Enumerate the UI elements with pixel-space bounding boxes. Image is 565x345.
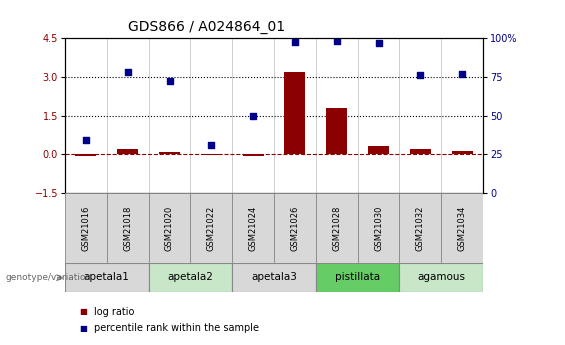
Bar <box>284 71 305 155</box>
Point <box>249 113 258 119</box>
Bar <box>65 193 107 264</box>
Bar <box>159 152 180 155</box>
Bar <box>316 193 358 264</box>
Text: apetala1: apetala1 <box>84 273 130 282</box>
Text: GSM21026: GSM21026 <box>290 206 299 251</box>
Text: GSM21016: GSM21016 <box>81 206 90 251</box>
Text: GSM21030: GSM21030 <box>374 206 383 251</box>
Bar <box>358 193 399 264</box>
Bar <box>274 193 316 264</box>
Point <box>458 71 467 77</box>
Bar <box>410 149 431 155</box>
Point <box>374 40 383 46</box>
Text: ■: ■ <box>79 324 87 333</box>
Bar <box>232 263 316 292</box>
Text: GSM21022: GSM21022 <box>207 206 216 251</box>
Bar <box>399 193 441 264</box>
Point <box>416 73 425 78</box>
Point <box>332 38 341 43</box>
Bar <box>190 193 232 264</box>
Point <box>290 39 299 45</box>
Bar <box>118 149 138 155</box>
Bar <box>76 155 96 156</box>
Text: pistillata: pistillata <box>335 273 380 282</box>
Text: genotype/variation: genotype/variation <box>6 273 92 282</box>
Bar <box>65 263 149 292</box>
Point <box>207 142 216 148</box>
Bar <box>441 193 483 264</box>
Text: ■: ■ <box>79 307 87 316</box>
Text: apetala3: apetala3 <box>251 273 297 282</box>
Text: log ratio: log ratio <box>94 307 134 316</box>
Text: agamous: agamous <box>418 273 465 282</box>
Text: apetala2: apetala2 <box>167 273 214 282</box>
Bar <box>232 193 274 264</box>
Bar <box>149 193 190 264</box>
Point <box>81 137 90 143</box>
Point <box>123 69 132 74</box>
Text: GSM21024: GSM21024 <box>249 206 258 251</box>
Text: GSM21034: GSM21034 <box>458 206 467 251</box>
Bar <box>243 155 263 156</box>
Bar <box>326 108 347 155</box>
Point <box>165 78 174 83</box>
Bar <box>368 146 389 155</box>
Text: GSM21032: GSM21032 <box>416 206 425 251</box>
Text: GSM21028: GSM21028 <box>332 206 341 251</box>
Bar <box>399 263 483 292</box>
Text: GDS866 / A024864_01: GDS866 / A024864_01 <box>128 20 285 34</box>
Bar <box>316 263 399 292</box>
Bar <box>452 151 472 155</box>
Text: GSM21020: GSM21020 <box>165 206 174 251</box>
Bar <box>107 193 149 264</box>
Text: percentile rank within the sample: percentile rank within the sample <box>94 324 259 333</box>
Text: GSM21018: GSM21018 <box>123 206 132 251</box>
Bar <box>149 263 232 292</box>
